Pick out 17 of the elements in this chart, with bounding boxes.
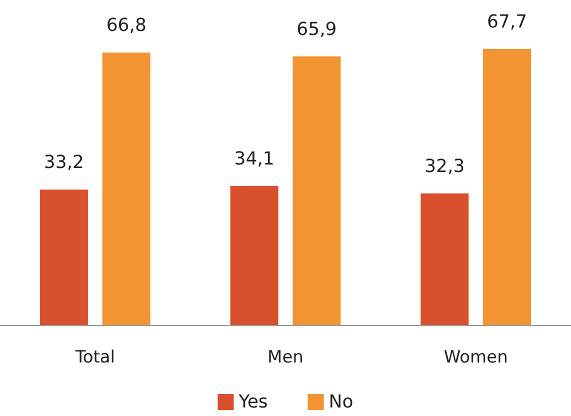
bar xyxy=(40,190,88,325)
x-tick-label: Men xyxy=(268,348,304,368)
data-label: 65,9 xyxy=(296,18,337,40)
x-tick-label: Women xyxy=(444,348,508,368)
data-label: 34,1 xyxy=(234,148,274,170)
bar xyxy=(102,52,150,325)
data-label: 32,3 xyxy=(424,156,465,177)
bar xyxy=(420,193,469,325)
legend-label: Yes xyxy=(238,392,268,412)
data-label: 67,7 xyxy=(486,12,528,32)
bar xyxy=(483,49,532,325)
x-tick-label: Total xyxy=(74,348,116,368)
data-label: 33,2 xyxy=(44,152,84,174)
bar xyxy=(292,56,341,325)
bar xyxy=(230,186,278,325)
data-label: 66,8 xyxy=(106,15,146,36)
legend-label: No xyxy=(328,392,354,412)
